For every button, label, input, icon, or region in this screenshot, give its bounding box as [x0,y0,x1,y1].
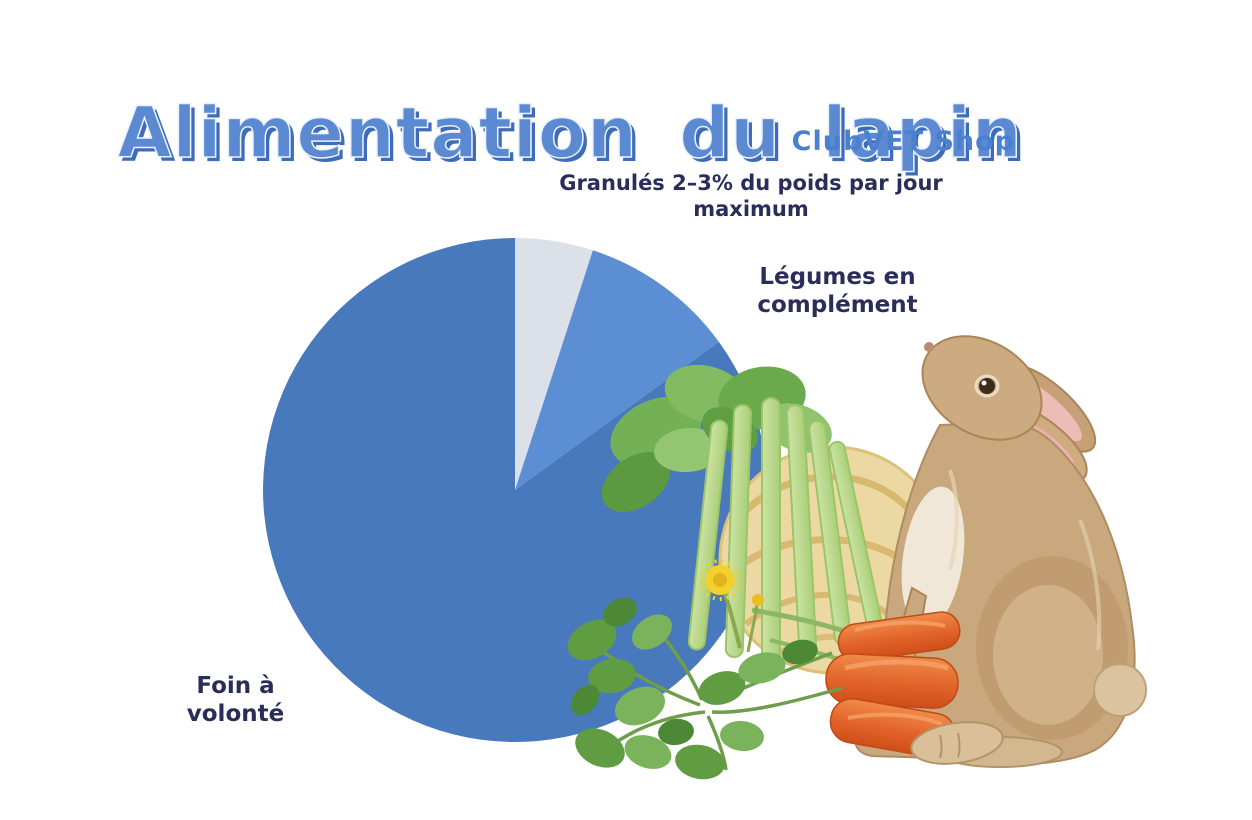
pie-slice-3 [263,238,768,742]
parsley-greens [567,597,843,780]
dandelion [699,559,764,653]
page-title: Alimentation du lapin [117,91,1023,174]
pie-label-foin: Foin à volonté [186,673,285,727]
pie-slice-2 [515,250,719,490]
pie-chart [263,237,768,742]
rabbit-vegetables-illustration [567,335,1147,780]
pie-label-granules: Granulés 2–3% du poids par jour maximum [559,171,943,221]
carrots [825,611,961,759]
brand-text: ClubVET Shop [791,126,1015,157]
pie-slice-1 [515,237,593,490]
rabbit-front-paw [910,721,1004,765]
pie-label-legumes: Légumes en complément [757,264,918,318]
